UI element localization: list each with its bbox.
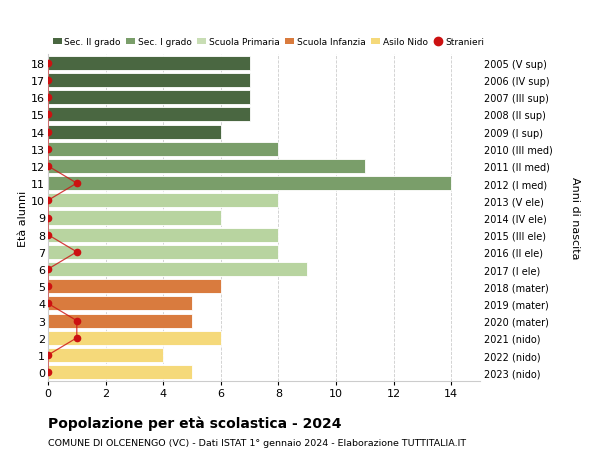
Y-axis label: Età alunni: Età alunni <box>19 190 28 246</box>
Bar <box>48 245 278 259</box>
Bar <box>48 348 163 362</box>
Bar <box>48 56 250 71</box>
Bar <box>48 160 365 174</box>
Text: Popolazione per età scolastica - 2024: Popolazione per età scolastica - 2024 <box>48 415 341 430</box>
Y-axis label: Anni di nascita: Anni di nascita <box>569 177 580 259</box>
Bar <box>48 314 192 328</box>
Bar <box>48 211 221 225</box>
Bar <box>48 177 451 191</box>
Bar <box>48 263 307 276</box>
Bar <box>48 74 250 88</box>
Bar <box>48 142 278 157</box>
Bar <box>48 228 278 242</box>
Bar <box>48 194 278 208</box>
Bar <box>48 365 192 380</box>
Bar <box>48 297 192 311</box>
Bar <box>48 331 221 345</box>
Bar <box>48 91 250 105</box>
Bar <box>48 125 221 139</box>
Legend: Sec. II grado, Sec. I grado, Scuola Primaria, Scuola Infanzia, Asilo Nido, Stran: Sec. II grado, Sec. I grado, Scuola Prim… <box>53 39 484 47</box>
Bar <box>48 280 221 294</box>
Bar <box>48 108 250 122</box>
Text: COMUNE DI OLCENENGO (VC) - Dati ISTAT 1° gennaio 2024 - Elaborazione TUTTITALIA.: COMUNE DI OLCENENGO (VC) - Dati ISTAT 1°… <box>48 438 466 448</box>
